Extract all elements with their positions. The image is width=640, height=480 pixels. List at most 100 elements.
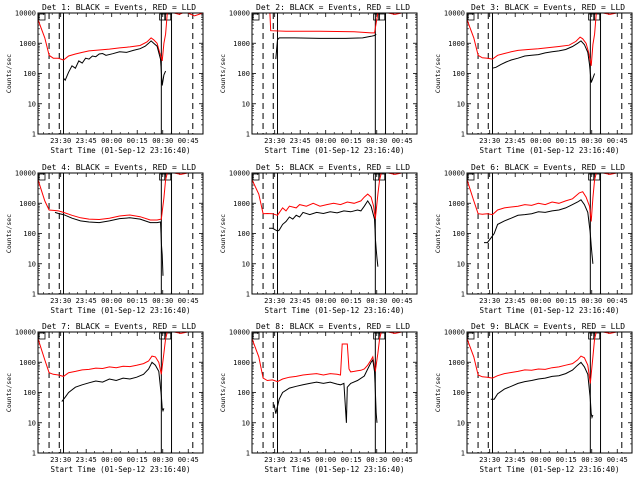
y-tick-label: 1 [246,131,250,139]
x-tick-label: 23:30 [264,297,285,305]
plot-frame [37,172,204,295]
x-axis-label: Start Time (01-Sep-12 23:16:40) [265,146,405,155]
x-tick-label: 23:45 [76,297,97,305]
y-tick-label: 1 [32,450,36,458]
x-axis-label: Start Time (01-Sep-12 23:16:40) [265,306,405,315]
y-tick-label: 1 [32,291,36,299]
x-tick-label: 00:45 [607,456,628,464]
x-tick-label: 23:45 [76,137,97,145]
y-tick-label: 1 [246,450,250,458]
marker-box [373,173,381,181]
lld-series-line [252,173,417,220]
y-tick-label: 1000 [233,359,250,367]
y-axis-label: Counts/sec [434,54,442,93]
x-tick-label: 23:30 [479,297,500,305]
y-axis-label: Counts/sec [5,214,13,253]
y-tick-label: 10000 [229,170,250,178]
panel-det-7: Det 7: BLACK = Events, RED = LLD Counts/s… [5,322,204,474]
lld-series-line [38,13,203,62]
panel-det-6: Det 6: BLACK = Events, RED = LLD Counts/s… [434,163,633,315]
plot-frame [37,331,204,454]
y-tick-label: 100 [23,230,36,238]
y-tick-label: 1 [32,131,36,139]
y-axis-label: Counts/sec [219,54,227,93]
y-tick-label: 10000 [229,10,250,18]
y-tick-label: 1000 [448,359,465,367]
y-tick-label: 10 [242,260,250,268]
y-tick-label: 10 [242,100,250,108]
marker-box [38,332,46,340]
events-series-line [275,33,377,60]
x-tick-label: 23:45 [76,456,97,464]
y-tick-label: 1000 [448,40,465,48]
y-tick-label: 1000 [448,200,465,208]
events-series-line [273,358,378,423]
x-tick-label: 00:15 [556,137,577,145]
y-axis-label: Counts/sec [434,214,442,253]
x-tick-label: 00:45 [392,297,413,305]
x-tick-label: 00:15 [556,297,577,305]
x-axis-label: Start Time (01-Sep-12 23:16:40) [480,146,620,155]
x-tick-label: 23:30 [479,456,500,464]
y-tick-label: 10000 [444,329,465,337]
x-tick-label: 00:45 [178,137,199,145]
y-tick-label: 1000 [19,40,36,48]
y-tick-label: 10000 [444,10,465,18]
plot-frame [466,331,633,454]
x-tick-label: 00:15 [127,297,148,305]
marker-box [164,173,172,181]
x-tick-label: 23:30 [50,456,71,464]
panel-title: Det 4: BLACK = Events, RED = LLD [42,163,196,172]
x-tick-label: 00:30 [366,137,387,145]
marker-box [164,13,172,21]
marker-box [378,332,386,340]
plot-frame [251,172,418,295]
x-axis-label: Start Time (01-Sep-12 23:16:40) [51,465,191,474]
panel-det-4: Det 4: BLACK = Events, RED = LLD Counts/s… [5,163,204,315]
y-tick-label: 100 [237,70,250,78]
y-tick-label: 10 [28,260,36,268]
x-tick-label: 00:45 [178,297,199,305]
x-tick-label: 23:45 [290,297,311,305]
y-tick-label: 10 [457,100,465,108]
lld-series-line [467,13,632,66]
x-tick-label: 00:15 [341,137,362,145]
x-axis-label: Start Time (01-Sep-12 23:16:40) [265,465,405,474]
y-tick-label: 100 [452,230,465,238]
marker-box [378,13,386,21]
marker-box [164,332,172,340]
x-tick-label: 00:30 [152,297,173,305]
x-tick-label: 00:30 [152,137,173,145]
marker-box [378,173,386,181]
y-axis-label: Counts/sec [5,54,13,93]
panel-title: Det 2: BLACK = Events, RED = LLD [256,3,410,12]
y-tick-label: 10000 [444,170,465,178]
panel-det-2: Det 2: BLACK = Events, RED = LLD Counts/s… [219,3,418,155]
panel-title: Det 3: BLACK = Events, RED = LLD [471,3,625,12]
x-tick-label: 23:30 [479,137,500,145]
y-tick-label: 1000 [19,359,36,367]
panel-title: Det 9: BLACK = Events, RED = LLD [471,322,625,331]
y-tick-label: 100 [23,389,36,397]
panel-det-8: Det 8: BLACK = Events, RED = LLD Counts/s… [219,322,418,474]
x-tick-label: 00:30 [581,456,602,464]
x-tick-label: 00:30 [581,137,602,145]
plot-frame [251,12,418,135]
marker-box [252,332,260,340]
y-axis-label: Counts/sec [5,373,13,412]
events-series-line [63,40,167,86]
x-tick-label: 00:15 [341,297,362,305]
panel-title: Det 5: BLACK = Events, RED = LLD [256,163,410,172]
y-tick-label: 10 [28,100,36,108]
x-tick-label: 23:30 [264,137,285,145]
y-tick-label: 1 [461,450,465,458]
y-tick-label: 100 [23,70,36,78]
x-tick-label: 00:00 [315,456,336,464]
y-tick-label: 10000 [15,329,36,337]
x-tick-label: 00:30 [366,297,387,305]
marker-box [467,332,475,340]
y-tick-label: 10000 [229,329,250,337]
y-tick-label: 1000 [233,200,250,208]
x-tick-label: 00:45 [392,137,413,145]
x-axis-label: Start Time (01-Sep-12 23:16:40) [480,306,620,315]
